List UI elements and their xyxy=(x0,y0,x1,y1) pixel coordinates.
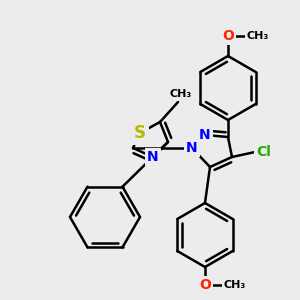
Text: CH₃: CH₃ xyxy=(247,31,269,41)
Text: O: O xyxy=(199,278,211,292)
Text: N: N xyxy=(199,128,211,142)
Text: S: S xyxy=(134,124,146,142)
Text: O: O xyxy=(222,29,234,43)
Text: Cl: Cl xyxy=(256,145,272,159)
Text: CH₃: CH₃ xyxy=(224,280,246,290)
Text: N: N xyxy=(186,141,198,155)
Text: N: N xyxy=(147,150,159,164)
Text: CH₃: CH₃ xyxy=(170,89,192,99)
